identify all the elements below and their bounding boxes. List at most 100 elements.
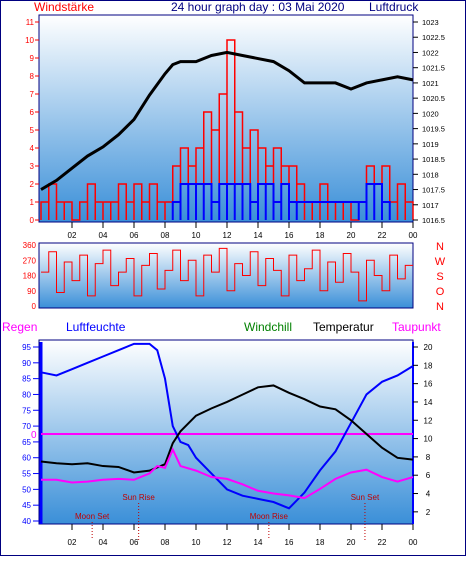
humidity-tick-label: 60	[22, 454, 31, 463]
wind-tick-label: 6	[30, 108, 35, 117]
wind-blue-series	[171, 183, 391, 220]
dewpoint-line	[41, 447, 414, 500]
direction-axis-ticks: 0 90 180 270 360	[23, 241, 37, 311]
legend-luftfeuchte: Luftfeuchte	[66, 320, 126, 334]
hour-tick-label: 20	[347, 538, 356, 547]
hour-tick-label: 14	[254, 231, 263, 240]
pressure-tick-label: 1022	[422, 48, 439, 57]
rain-value: 0	[31, 430, 37, 441]
direction-tick-label: 270	[23, 256, 37, 265]
pressure-line	[40, 50, 414, 191]
humidity-line	[40, 342, 414, 510]
wind-tick-label: 7	[30, 90, 35, 99]
x-axis-ticks-top: 02 04 06 08 10 12 14 16 18 20 22 00	[68, 222, 418, 240]
wind-tick-label: 1	[30, 198, 35, 207]
pressure-tick-label: 1018.5	[422, 155, 445, 164]
humidity-tick-label: 45	[22, 501, 31, 510]
humidity-tick-label: 55	[22, 470, 31, 479]
pressure-tick-label: 1017	[422, 201, 439, 210]
humidity-tick-label: 75	[22, 406, 31, 415]
direction-tick-label: 180	[23, 272, 37, 281]
hour-tick-label: 08	[161, 231, 170, 240]
temperature-tick-label: 8	[426, 453, 431, 462]
humidity-tick-label: 70	[22, 422, 31, 431]
temp-humidity-plot-area	[38, 339, 414, 525]
sun-moon-annotations: Sun Rise Sun Set Moon Set Moon Rise	[75, 493, 380, 540]
pressure-tick-label: 1016.5	[422, 216, 445, 225]
pressure-tick-label: 1021	[422, 79, 439, 88]
humidity-tick-label: 65	[22, 438, 31, 447]
wind-tick-label: 10	[25, 36, 34, 45]
humidity-tick-label: 90	[22, 359, 31, 368]
humidity-tick-label: 95	[22, 343, 31, 352]
x-axis-ticks-bottom: 02 04 06 08 10 12 14 16 18 20 22 00	[68, 524, 418, 547]
legend-regen: Regen	[2, 320, 37, 334]
pressure-tick-label: 1019.5	[422, 125, 445, 134]
hour-tick-label: 12	[223, 231, 232, 240]
hour-tick-label: 00	[409, 231, 418, 240]
sun-moon-label: Moon Rise	[250, 512, 289, 521]
pressure-tick-label: 1019	[422, 140, 439, 149]
humidity-axis-ticks: 40 45 50 55 60 65 70 75 80 85 90 95	[22, 343, 39, 526]
temperature-tick-label: 18	[424, 361, 433, 370]
pressure-tick-label: 1023	[422, 18, 439, 27]
humidity-tick-label: 40	[22, 517, 31, 526]
hour-tick-label: 22	[378, 538, 387, 547]
legend-taupunkt: Taupunkt	[392, 320, 441, 334]
hour-tick-label: 16	[285, 231, 294, 240]
legend-windchill: Windchill	[244, 320, 292, 334]
wind-tick-label: 2	[30, 180, 35, 189]
wind-tick-label: 4	[30, 144, 35, 153]
hour-tick-label: 14	[254, 538, 263, 547]
left-label-wind: Windstärke	[34, 0, 94, 14]
direction-tick-label: 360	[23, 241, 37, 250]
sun-moon-label: Sun Rise	[122, 493, 155, 502]
hour-tick-label: 12	[223, 538, 232, 547]
humidity-tick-label: 50	[22, 485, 31, 494]
wind-tick-label: 5	[30, 126, 35, 135]
temperature-tick-label: 16	[424, 380, 433, 389]
wind-tick-label: 9	[30, 54, 35, 63]
temperature-tick-label: 6	[426, 471, 431, 480]
hour-tick-label: 02	[68, 231, 77, 240]
humidity-tick-label: 85	[22, 375, 31, 384]
temperature-tick-label: 4	[426, 490, 431, 499]
hour-tick-label: 22	[378, 231, 387, 240]
temperature-tick-label: 20	[424, 343, 433, 352]
hour-tick-label: 08	[161, 538, 170, 547]
temperature-tick-label: 12	[424, 416, 433, 425]
compass-label: N	[436, 241, 444, 253]
wind-tick-label: 0	[30, 216, 35, 225]
hour-tick-label: 18	[316, 231, 325, 240]
pressure-tick-label: 1018	[422, 170, 439, 179]
hour-tick-label: 10	[192, 231, 201, 240]
compass-label: N	[436, 301, 444, 313]
temperature-tick-label: 14	[424, 398, 433, 407]
pressure-axis-ticks: 1016.5 1017 1017.5 1018 1018.5 1019 1019.5 1020…	[413, 18, 445, 225]
right-label-pressure: Luftdruck	[369, 0, 419, 14]
wind-tick-label: 11	[26, 18, 35, 27]
hour-tick-label: 16	[285, 538, 294, 547]
chart-title: 24 hour graph day : 03 Mai 2020	[171, 0, 345, 14]
temperature-line	[40, 384, 414, 474]
hour-tick-label: 06	[130, 538, 139, 547]
temperature-axis-ticks: 2 4 6 8 10 12 14 16 18 20	[413, 343, 433, 517]
sun-moon-label: Sun Set	[351, 493, 380, 502]
pressure-tick-label: 1017.5	[422, 186, 445, 195]
hour-tick-label: 04	[99, 231, 108, 240]
direction-tick-label: 90	[27, 287, 36, 296]
wind-axis-ticks: 0 1 2 3 4 5 6 7 8 9 10 11	[25, 18, 39, 225]
direction-tick-label: 0	[32, 302, 37, 311]
wind-direction-line	[41, 247, 413, 302]
legend-temperatur: Temperatur	[313, 320, 374, 334]
compass-label: W	[435, 256, 446, 268]
wind-tick-label: 8	[30, 72, 35, 81]
hour-tick-label: 06	[130, 231, 139, 240]
compass-label: O	[436, 286, 445, 298]
pressure-tick-label: 1020.5	[422, 94, 445, 103]
hour-tick-label: 04	[99, 538, 108, 547]
temperature-tick-label: 10	[424, 435, 433, 444]
wind-blue-step	[171, 183, 391, 220]
compass-label: S	[436, 271, 443, 283]
